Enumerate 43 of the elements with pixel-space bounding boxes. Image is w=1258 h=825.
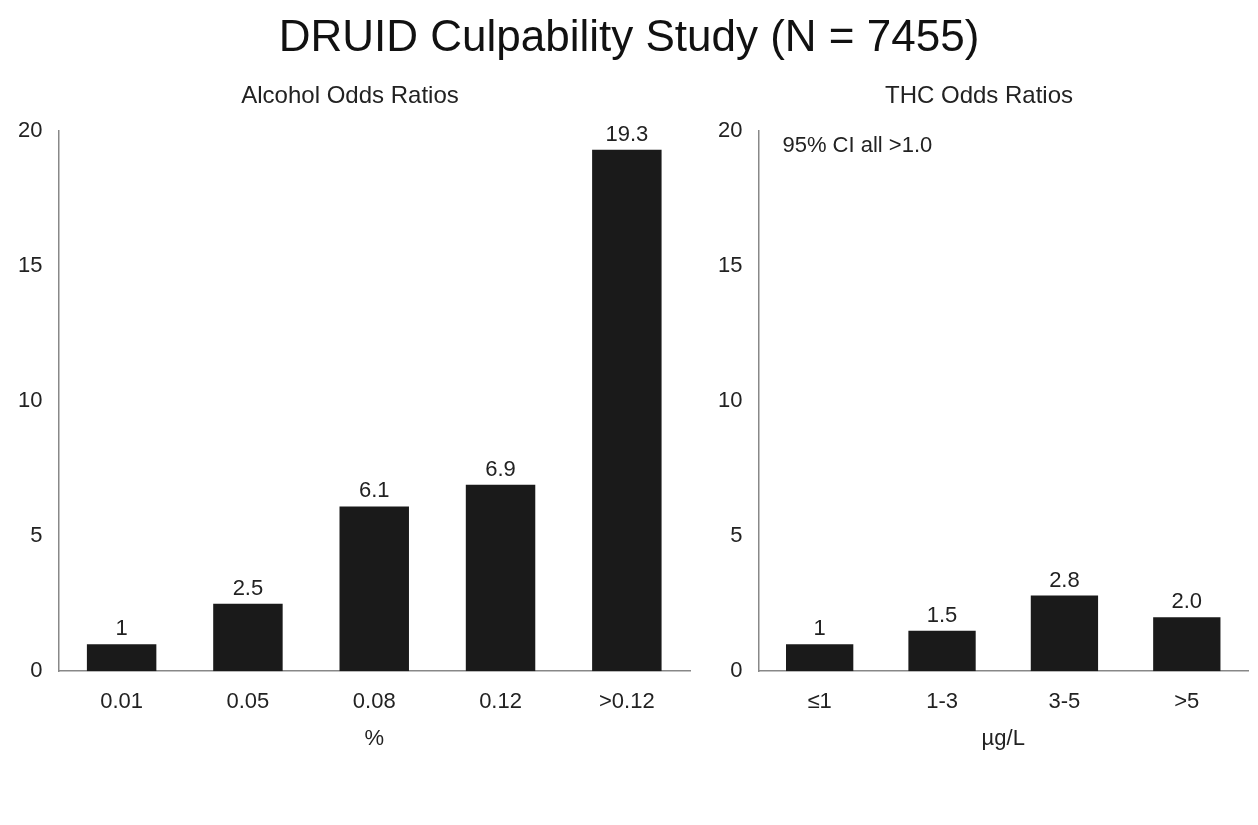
x-tick-label: 0.08 <box>352 688 396 714</box>
y-tick-label: 10 <box>717 387 743 413</box>
x-axis-title: % <box>364 724 385 750</box>
x-tick-label: 0.01 <box>100 688 144 714</box>
x-tick-label: 3-5 <box>1048 688 1081 714</box>
bar <box>213 603 283 672</box>
y-tick-label: 15 <box>717 251 743 277</box>
data-label: 1 <box>115 615 128 641</box>
data-label: 2.0 <box>1171 588 1203 614</box>
y-tick-label: 20 <box>717 116 743 142</box>
y-tick-label: 20 <box>17 116 43 142</box>
y-tick-label: 0 <box>730 657 743 683</box>
chart-subtitle: THC Odds Ratios <box>884 81 1074 109</box>
y-tick-label: 10 <box>17 387 43 413</box>
chart-subtitle: Alcohol Odds Ratios <box>241 81 459 109</box>
bar <box>592 149 662 672</box>
bar <box>786 644 854 672</box>
y-tick-label: 0 <box>30 657 43 683</box>
x-tick-label: 0.12 <box>479 688 522 714</box>
y-tick-label: 5 <box>730 522 743 548</box>
x-tick-label: 0.05 <box>226 688 270 714</box>
data-label: 19.3 <box>605 120 649 146</box>
data-label: 1.5 <box>926 601 958 627</box>
bar <box>465 484 536 672</box>
x-tick-label: 1-3 <box>926 688 958 714</box>
annotation: 95% CI all >1.0 <box>782 131 933 157</box>
y-tick-label: 5 <box>30 522 43 548</box>
y-tick-label: 15 <box>17 251 43 277</box>
bar <box>339 506 409 672</box>
x-axis-title: µg/L <box>981 724 1025 750</box>
data-label: 2.5 <box>232 574 264 600</box>
x-tick-label: >0.12 <box>599 688 655 714</box>
data-label: 2.8 <box>1049 566 1080 592</box>
bar <box>1153 617 1221 672</box>
bar <box>908 630 976 672</box>
data-label: 1 <box>813 615 826 641</box>
x-tick-label: ≤1 <box>807 688 832 714</box>
data-label: 6.1 <box>358 477 390 503</box>
x-tick-label: >5 <box>1174 688 1200 714</box>
data-label: 6.9 <box>485 455 516 481</box>
chart-title: DRUID Culpability Study (N = 7455) <box>277 10 981 62</box>
bar <box>86 644 157 672</box>
bar <box>1030 595 1099 672</box>
